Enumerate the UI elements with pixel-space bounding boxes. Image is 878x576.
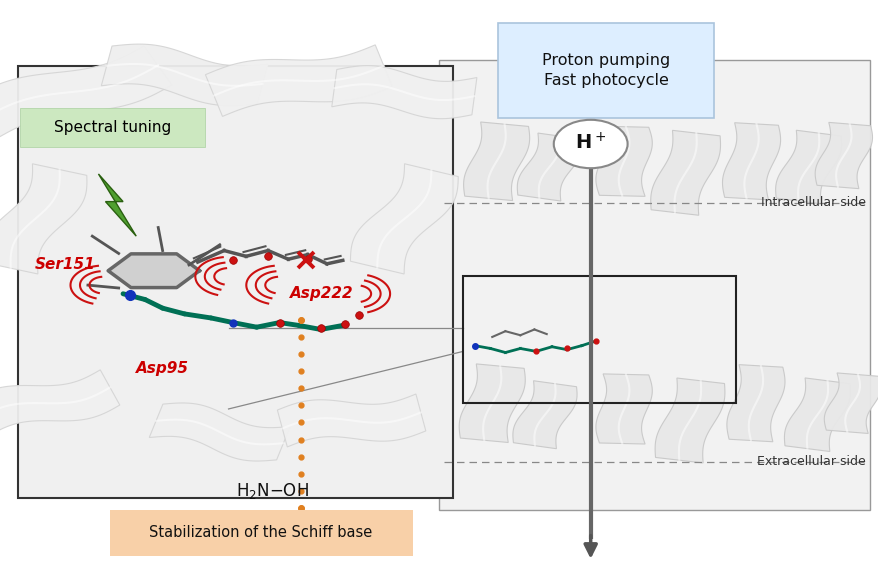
Text: H$^+$: H$^+$: [574, 132, 606, 153]
Polygon shape: [595, 374, 651, 444]
Polygon shape: [513, 381, 576, 449]
Polygon shape: [0, 164, 87, 274]
Polygon shape: [722, 123, 780, 200]
Polygon shape: [98, 174, 136, 236]
Polygon shape: [650, 130, 720, 215]
FancyBboxPatch shape: [20, 108, 205, 147]
Text: Extracellular side: Extracellular side: [756, 456, 865, 468]
FancyBboxPatch shape: [18, 66, 452, 498]
FancyBboxPatch shape: [110, 510, 413, 556]
Polygon shape: [101, 44, 268, 105]
Text: Spectral tuning: Spectral tuning: [54, 120, 171, 135]
FancyBboxPatch shape: [439, 60, 869, 510]
Polygon shape: [783, 378, 850, 452]
Polygon shape: [774, 130, 841, 204]
Text: Proton pumping
Fast photocycle: Proton pumping Fast photocycle: [542, 53, 670, 88]
Text: Intracellular side: Intracellular side: [760, 196, 865, 209]
Polygon shape: [517, 133, 580, 201]
Text: Stabilization of the Schiff base: Stabilization of the Schiff base: [149, 525, 372, 540]
Text: Ser151: Ser151: [35, 257, 96, 272]
Polygon shape: [814, 122, 872, 189]
Polygon shape: [0, 370, 119, 437]
Polygon shape: [350, 164, 457, 274]
FancyBboxPatch shape: [498, 23, 713, 118]
Polygon shape: [149, 403, 290, 461]
Text: H$_2$N$-$OH: H$_2$N$-$OH: [236, 481, 308, 501]
Polygon shape: [824, 373, 878, 434]
Polygon shape: [205, 45, 392, 116]
Polygon shape: [331, 66, 477, 119]
Polygon shape: [654, 378, 724, 463]
Circle shape: [553, 120, 627, 168]
Text: Asp95: Asp95: [136, 361, 189, 376]
Polygon shape: [726, 365, 784, 442]
Polygon shape: [277, 394, 425, 447]
Text: Asp222: Asp222: [290, 286, 353, 301]
Polygon shape: [108, 254, 199, 287]
Polygon shape: [0, 46, 172, 138]
Polygon shape: [463, 122, 529, 200]
Polygon shape: [595, 126, 651, 196]
Polygon shape: [458, 364, 525, 442]
